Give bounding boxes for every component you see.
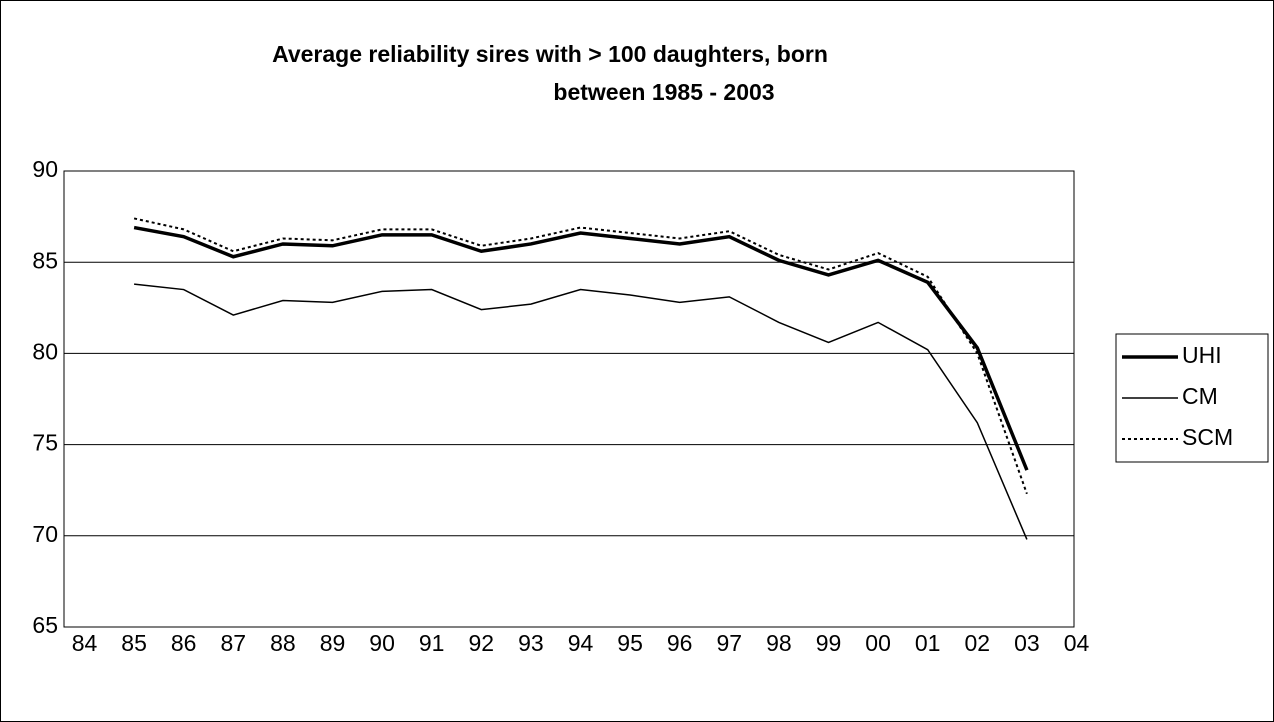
chart-title: Average reliability sires with > 100 dau… (272, 41, 828, 67)
x-tick-label: 00 (865, 630, 891, 656)
x-tick-label: 99 (816, 630, 842, 656)
x-tick-label: 89 (320, 630, 346, 656)
x-tick-label: 87 (221, 630, 247, 656)
x-tick-label: 92 (469, 630, 495, 656)
y-tick-label: 90 (32, 156, 58, 182)
series-line (134, 283, 1028, 540)
x-tick-label: 01 (915, 630, 941, 656)
x-tick-label: 85 (121, 630, 147, 656)
x-tick-label: 90 (369, 630, 395, 656)
y-tick-label: 85 (32, 247, 58, 273)
x-tick-label: 88 (270, 630, 296, 656)
legend-label: SCM (1182, 424, 1233, 450)
y-tick-label: 65 (32, 612, 58, 638)
series-line (133, 217, 1028, 495)
x-tick-label: 86 (171, 630, 197, 656)
x-tick-label: 03 (1014, 630, 1040, 656)
legend-label: UHI (1182, 342, 1222, 368)
x-tick-label: 97 (717, 630, 743, 656)
x-tick-label: 02 (965, 630, 991, 656)
chart-title: between 1985 - 2003 (553, 79, 774, 105)
x-tick-label: 96 (667, 630, 693, 656)
series-line (133, 225, 1029, 471)
x-tick-label: 98 (766, 630, 792, 656)
x-tick-label: 04 (1064, 630, 1090, 656)
y-tick-label: 70 (32, 521, 58, 547)
y-tick-label: 80 (32, 338, 58, 364)
x-tick-label: 93 (518, 630, 544, 656)
plot-area (63, 170, 1075, 628)
x-tick-label: 91 (419, 630, 445, 656)
x-tick-label: 94 (568, 630, 594, 656)
y-tick-label: 75 (32, 430, 58, 456)
x-tick-label: 95 (617, 630, 643, 656)
x-tick-label: 84 (72, 630, 98, 656)
legend-label: CM (1182, 383, 1218, 409)
